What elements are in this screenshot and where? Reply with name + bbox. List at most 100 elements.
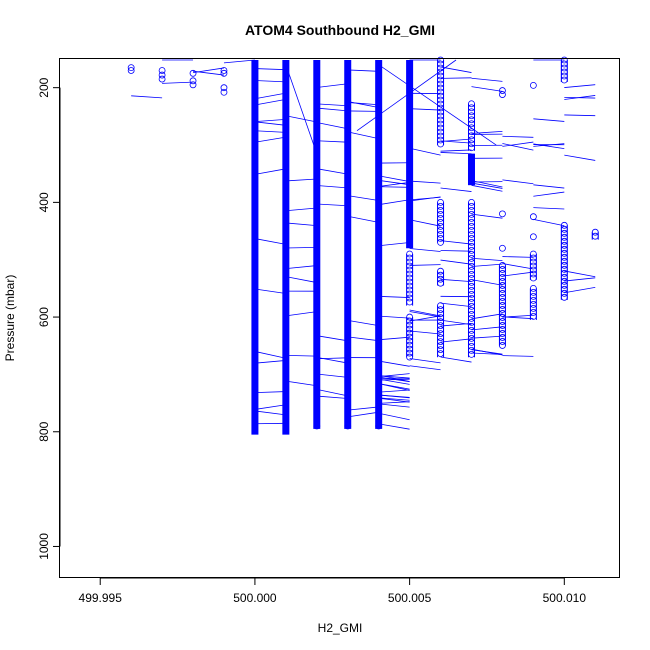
trajectory-line — [564, 286, 596, 294]
data-point — [406, 286, 414, 294]
data-point — [406, 250, 414, 258]
data-point — [437, 238, 444, 246]
trajectory-line — [409, 196, 441, 201]
data-point — [468, 132, 475, 140]
trajectory-line — [502, 179, 534, 185]
trajectory-line — [471, 257, 503, 261]
data-point — [220, 69, 228, 77]
trajectory-line — [254, 238, 286, 245]
data-point — [437, 302, 444, 309]
y-tick-label: 200 — [37, 77, 51, 97]
trajectory-line — [285, 265, 317, 270]
trajectory-line — [378, 179, 410, 186]
x-tick-label: 500.010 — [543, 591, 587, 605]
trajectory-line — [347, 131, 379, 140]
data-point — [560, 64, 568, 72]
trajectory-line — [471, 348, 503, 356]
trajectory-line — [409, 147, 441, 156]
trajectory-line — [440, 77, 472, 79]
data-column — [282, 60, 290, 435]
data-point — [468, 258, 475, 266]
data-point — [529, 258, 537, 266]
data-point — [406, 258, 414, 266]
trajectory-line — [316, 388, 348, 397]
trajectory-line — [440, 149, 472, 152]
data-point — [437, 234, 444, 242]
trajectory-line — [347, 69, 379, 72]
data-point — [499, 290, 506, 297]
trajectory-line — [347, 195, 379, 201]
data-point — [406, 349, 414, 357]
data-point — [499, 318, 506, 325]
data-point — [529, 292, 537, 300]
data-point — [499, 266, 506, 273]
trajectory-line — [378, 378, 410, 381]
trajectory-line — [378, 423, 410, 430]
data-point — [406, 337, 414, 345]
trajectory-line — [316, 203, 348, 207]
data-point — [468, 294, 475, 302]
data-point — [529, 81, 537, 89]
data-point — [468, 250, 475, 258]
trajectory-line — [378, 175, 410, 182]
data-point — [437, 218, 444, 226]
data-point — [499, 314, 506, 321]
data-point — [560, 245, 568, 253]
data-point — [468, 298, 475, 306]
trajectory-line — [378, 389, 410, 393]
y-axis: 200 400 600 800 1000 — [37, 77, 61, 560]
data-point — [468, 238, 475, 246]
data-point — [499, 334, 506, 341]
trajectory-line — [347, 319, 379, 326]
data-column — [251, 60, 259, 435]
trajectory-line — [378, 64, 497, 146]
trajectory-line — [254, 121, 286, 126]
data-point — [468, 230, 475, 238]
data-point — [529, 262, 537, 270]
data-point — [529, 300, 537, 308]
data-point — [529, 250, 537, 258]
data-point — [437, 226, 444, 234]
data-point — [220, 88, 228, 96]
data-point — [437, 279, 444, 287]
trajectory-line — [254, 80, 286, 83]
data-column — [406, 60, 414, 249]
trajectory-line — [533, 218, 565, 227]
trajectory-line — [440, 187, 472, 192]
data-point — [468, 116, 475, 124]
data-column — [375, 60, 383, 429]
data-point — [437, 120, 444, 128]
data-point — [499, 322, 506, 329]
data-point — [499, 210, 506, 218]
trajectory-line — [285, 311, 317, 317]
trajectory-line — [564, 154, 596, 161]
data-point — [560, 261, 568, 269]
trajectory-line — [254, 130, 286, 133]
trajectory-line — [409, 311, 441, 318]
trajectory-line — [378, 186, 410, 188]
trajectory-line — [378, 412, 410, 421]
trajectory-line — [254, 404, 286, 410]
trajectory-line — [471, 326, 503, 331]
data-point — [468, 266, 475, 274]
data-point — [468, 338, 475, 346]
chart-title: ATOM4 Southbound H2_GMI — [245, 22, 435, 38]
x-tick-label: 500.005 — [388, 591, 432, 605]
trajectory-line — [564, 114, 596, 117]
trajectory-line — [564, 84, 596, 88]
data-point — [468, 120, 475, 128]
trajectory-line — [285, 64, 318, 154]
trajectory-line — [285, 115, 317, 123]
data-point — [468, 202, 475, 210]
trajectory-line — [378, 377, 410, 380]
data-point — [375, 422, 383, 430]
data-point — [560, 289, 568, 297]
trajectory-line — [533, 143, 565, 150]
trajectory-line — [533, 143, 565, 147]
trajectory-line — [223, 59, 255, 64]
data-point — [437, 346, 444, 353]
trajectory-line — [378, 394, 410, 398]
data-point — [468, 218, 475, 226]
trajectory-line — [564, 270, 596, 278]
trajectory-line — [285, 354, 317, 357]
